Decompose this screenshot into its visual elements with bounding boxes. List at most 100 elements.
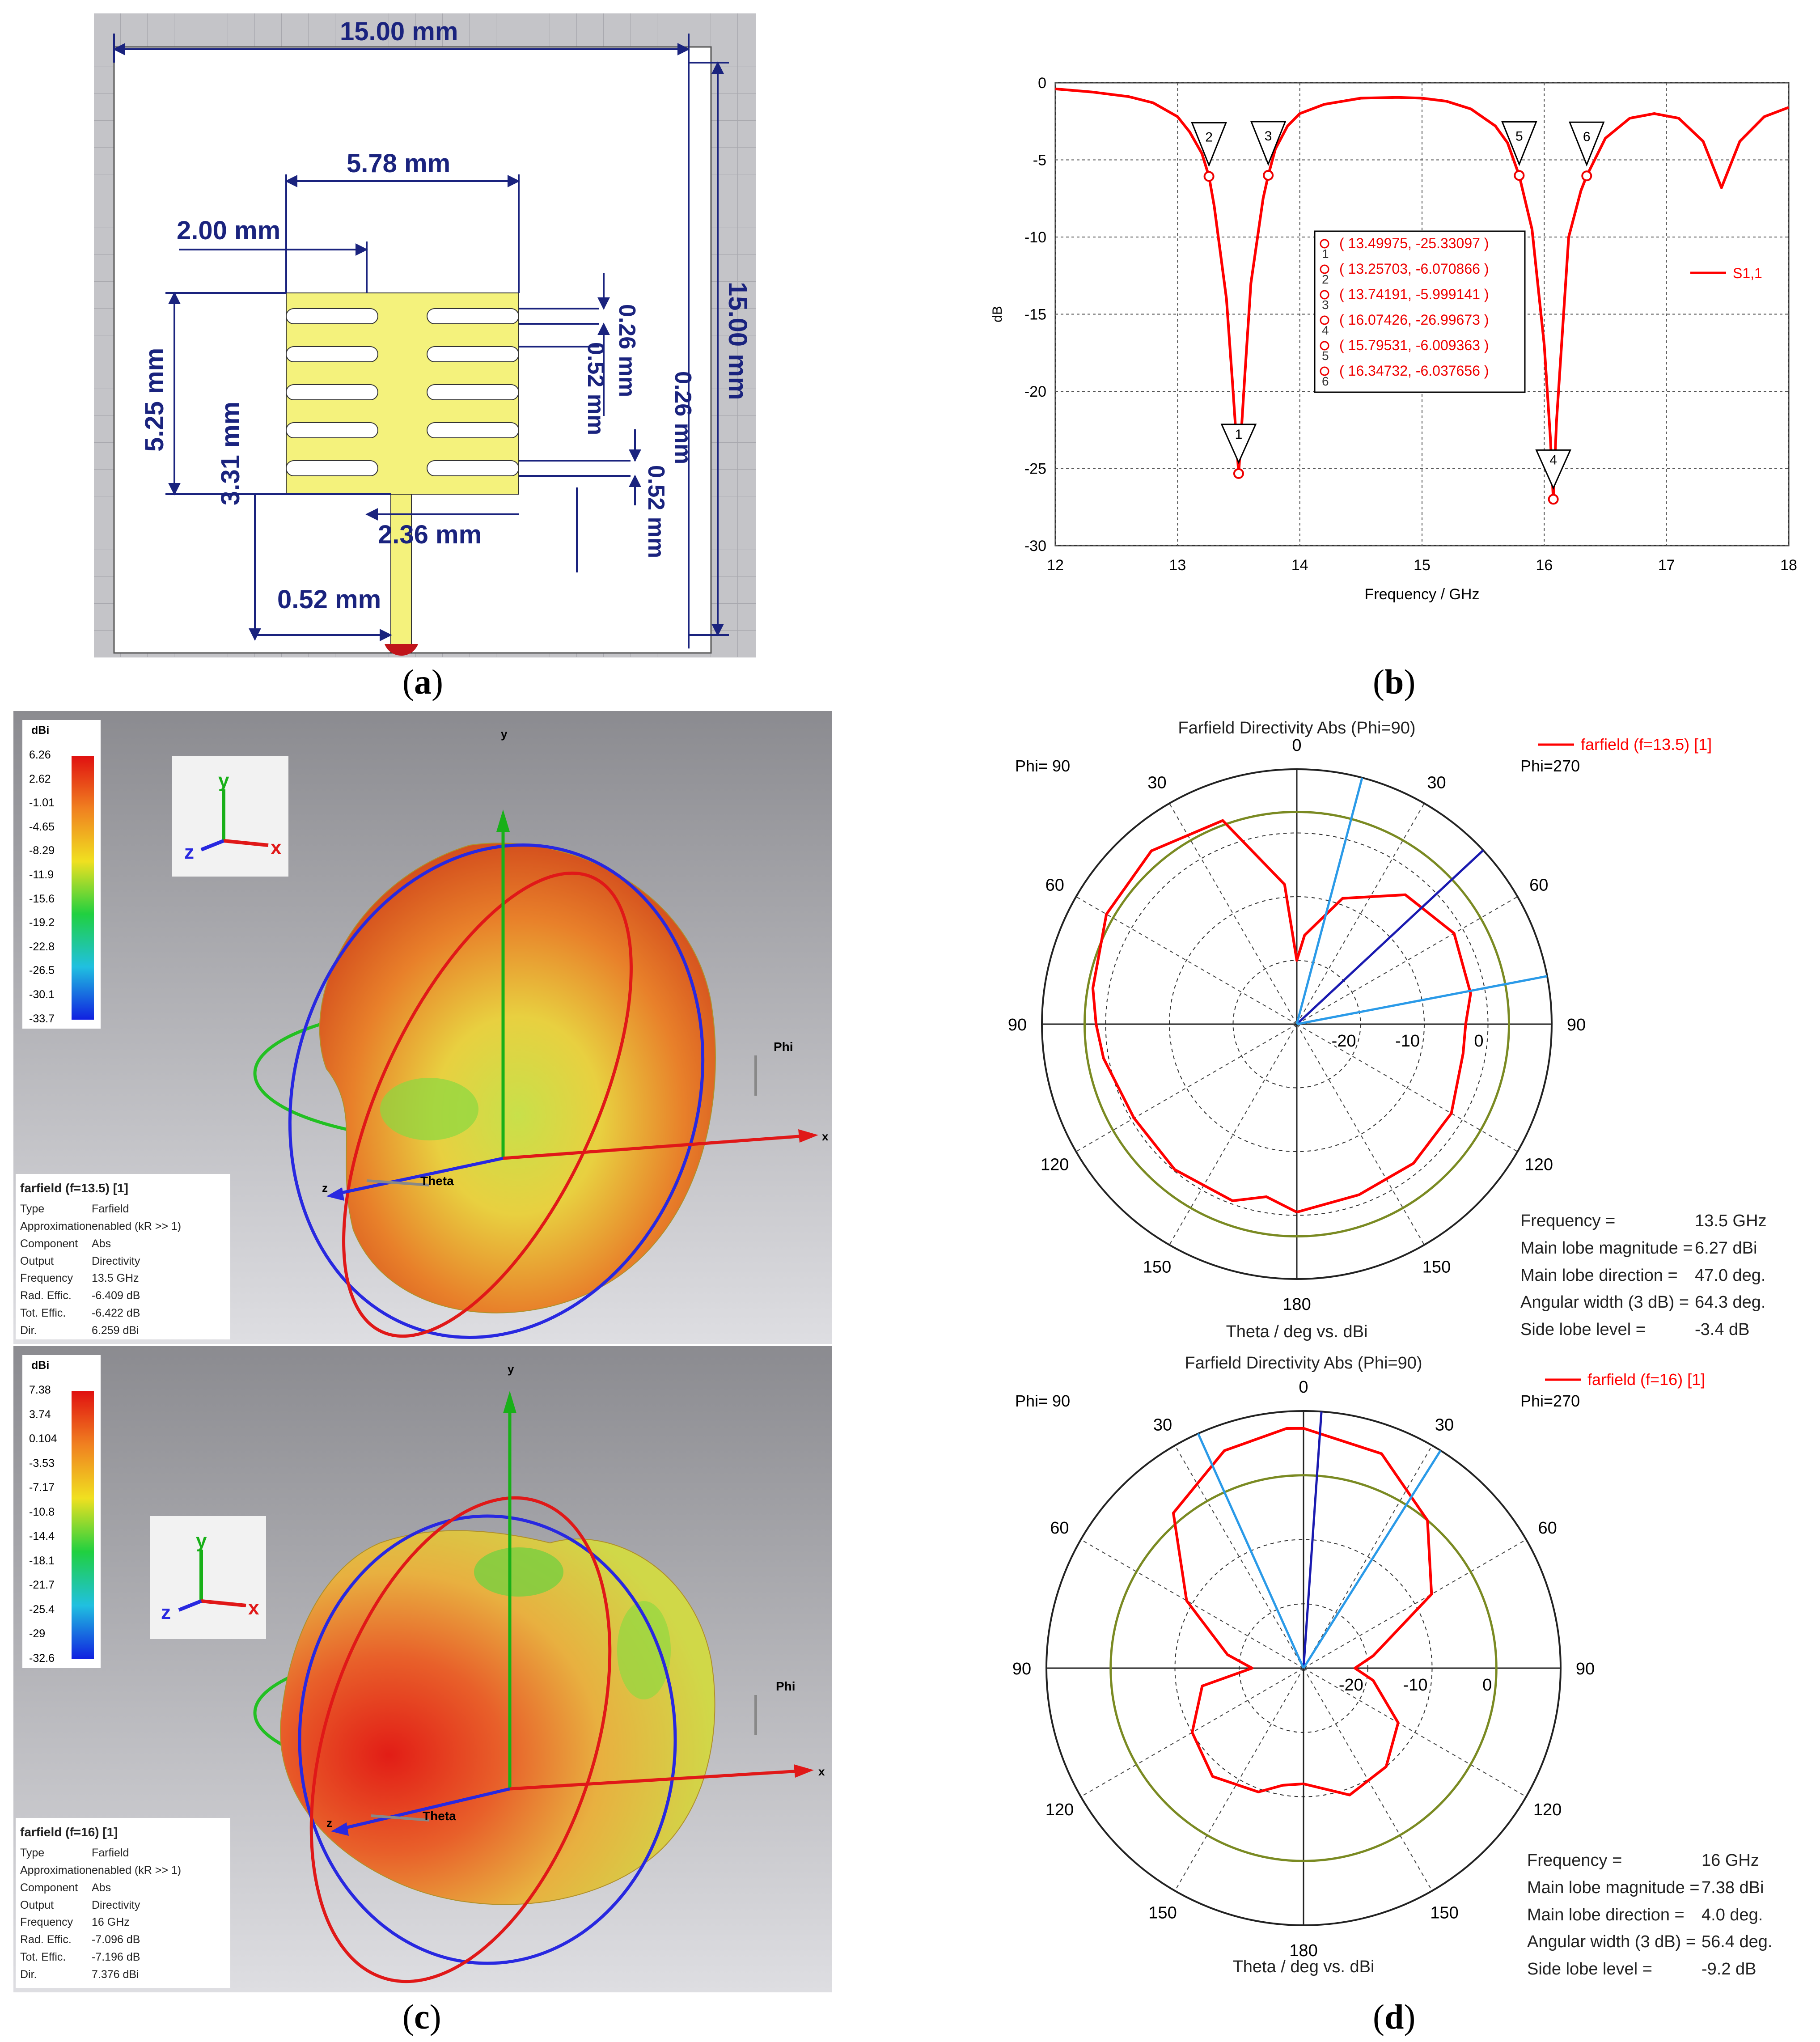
gizmo-y: y xyxy=(196,1530,207,1552)
axis-z xyxy=(331,1787,510,1836)
polar-angle-label: 120 xyxy=(1041,1156,1069,1174)
x-tick-label: 12 xyxy=(1047,557,1064,574)
polar-angle-label: 30 xyxy=(1147,774,1166,792)
polar-radial-label: -20 xyxy=(1332,1032,1356,1051)
polar-angle-label: 30 xyxy=(1153,1415,1172,1434)
marker-point xyxy=(1548,494,1559,505)
marker-flag xyxy=(1535,449,1571,490)
marker-table-icon xyxy=(1320,341,1329,351)
y-axis-label: dB xyxy=(990,306,1005,322)
marker-table xyxy=(1314,230,1526,393)
x-tick-label: 18 xyxy=(1780,557,1797,574)
polar-angle-label: 30 xyxy=(1427,774,1446,792)
polar-angle-label: 150 xyxy=(1143,1258,1171,1276)
gizmo-y: y xyxy=(218,770,229,792)
marker-table-icon xyxy=(1320,366,1329,376)
s11-chart: 12 13 14 15 16 17 180-5-10-15-20-25-30Frequenc… xyxy=(990,75,1797,603)
polar-angle-label: 60 xyxy=(1538,1519,1557,1538)
polar-angle-label: 60 xyxy=(1050,1519,1069,1538)
polar-lobe-line xyxy=(1296,849,1484,1025)
color-scale: dBi 7.38 3.74 0.104 -3.53 -7.17 -10.8 -1… xyxy=(22,1355,101,1668)
scale-label: -7.17 xyxy=(29,1481,55,1494)
theta-arrow xyxy=(371,1814,430,1822)
polar-angle-label: 90 xyxy=(1576,1660,1595,1678)
label-theta: Theta xyxy=(423,1809,456,1823)
marker-table-icon xyxy=(1320,315,1329,325)
farfield-properties: farfield (f=16) [1] Type Farfield Approxi… xyxy=(16,1818,230,1988)
polar-angle-label: 30 xyxy=(1435,1415,1454,1434)
farfield-3d-view-2: y x z Theta Phi y x z dBi 7.38 3.74 0.10… xyxy=(13,1346,832,1992)
label-x: x xyxy=(818,1765,825,1778)
scale-label: -19.2 xyxy=(29,916,55,929)
marker-table-id: 5 xyxy=(1322,349,1329,363)
gizmo-x: x xyxy=(248,1597,259,1619)
scale-label: 6.26 xyxy=(29,749,51,761)
axis-y xyxy=(496,809,510,1158)
marker-id: 3 xyxy=(1265,129,1272,144)
dimension-lines xyxy=(113,34,729,648)
label-y: y xyxy=(501,727,508,741)
meridian-ring xyxy=(309,1496,612,1983)
scale-label: -8.29 xyxy=(29,844,55,857)
marker-table-value: ( 13.25703, -6.070866 ) xyxy=(1339,261,1489,277)
theta-ring xyxy=(298,1514,677,1965)
x-tick-label: 17 xyxy=(1658,557,1675,574)
x-tick-label: 16 xyxy=(1536,557,1553,574)
caption-d: (d) xyxy=(1373,1997,1416,2036)
caption-b: (b) xyxy=(1373,662,1416,701)
polar-spoke xyxy=(1296,1024,1425,1246)
marker-id: 6 xyxy=(1583,129,1591,144)
patch-slots xyxy=(286,308,519,476)
orientation-gizmo xyxy=(172,756,288,877)
x-axis-label: Frequency / GHz xyxy=(1365,586,1480,603)
marker-table-value: ( 16.34732, -6.037656 ) xyxy=(1339,363,1489,379)
scale-label: -10.8 xyxy=(29,1505,55,1518)
null-spot xyxy=(617,1601,671,1699)
x-tick-label: 14 xyxy=(1291,557,1308,574)
marker-point xyxy=(1581,170,1592,182)
polar-lobe-line xyxy=(1295,777,1363,1025)
polar-angle-label: 150 xyxy=(1148,1904,1177,1923)
marker-flag xyxy=(1250,121,1287,166)
y-tick-label: -20 xyxy=(1024,383,1046,400)
dim-stub-length: 2.36 mm xyxy=(378,520,482,549)
polar-info-16ghz: Frequency = 16 GHz Main lobe magnitude = 7… xyxy=(1527,1851,1773,1979)
polar-lobe-line xyxy=(1302,1411,1323,1669)
polar-phi-right: Phi=270 xyxy=(1520,757,1580,775)
polar-phi-right: Phi=270 xyxy=(1520,1392,1580,1410)
scale-label: -4.65 xyxy=(29,820,55,833)
s11-series-line xyxy=(1055,87,1790,501)
marker-flag xyxy=(1569,121,1605,167)
marker-flag xyxy=(1191,122,1227,167)
marker-point xyxy=(1263,169,1274,181)
polar-spoke xyxy=(1174,1668,1304,1891)
dim-slot-w3: 0.26 mm xyxy=(670,371,696,464)
axis-x xyxy=(503,1129,818,1160)
marker-table-icon xyxy=(1320,264,1329,274)
polar-chart-16ghz: Farfield Directivity Abs (Phi=90) 0 30 60 90… xyxy=(1012,1354,1705,1976)
polar-phi-left: Phi= 90 xyxy=(1015,757,1070,775)
axis-y xyxy=(503,1391,516,1789)
meridian-ring xyxy=(342,871,633,1338)
polar-angle-label: 120 xyxy=(1045,1801,1074,1819)
marker-id: 5 xyxy=(1515,129,1523,144)
dim-patch-width: 5.78 mm xyxy=(347,149,450,178)
legend-label: S1,1 xyxy=(1733,265,1762,281)
polar-radial-label: -10 xyxy=(1403,1676,1428,1695)
marker-point xyxy=(1233,468,1244,479)
label-phi: Phi xyxy=(774,1040,793,1054)
scale-label: -1.01 xyxy=(29,796,55,809)
marker-table-id: 3 xyxy=(1322,298,1329,312)
polar-3db-circle xyxy=(1083,810,1511,1238)
polar-angle-label: 180 xyxy=(1282,1295,1311,1314)
marker-id: 4 xyxy=(1549,453,1557,467)
label-z: z xyxy=(322,1181,328,1195)
polar-3db-circle xyxy=(1109,1474,1498,1862)
polar-title: Farfield Directivity Abs (Phi=90) xyxy=(1185,1354,1422,1373)
polar-angle-label: 90 xyxy=(1012,1660,1031,1678)
polar-axis-label: Theta / deg vs. dBi xyxy=(1226,1322,1368,1341)
scale-label: -21.7 xyxy=(29,1579,55,1591)
y-tick-label: -5 xyxy=(1033,152,1046,169)
marker-table-icon xyxy=(1320,239,1329,249)
polar-spoke xyxy=(1075,1024,1297,1152)
